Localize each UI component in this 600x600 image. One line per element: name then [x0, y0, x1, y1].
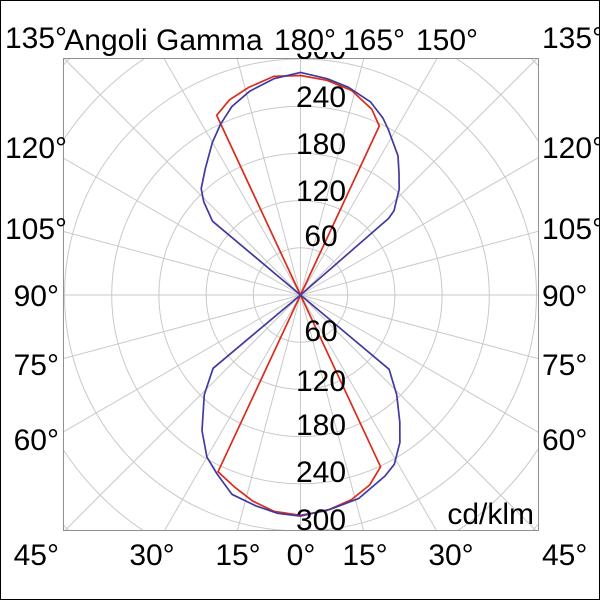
- angle-label-left-105: 105°: [5, 213, 68, 246]
- angle-label-left-120: 120°: [5, 132, 68, 165]
- ring-label-top-300-clipped: 300: [295, 52, 347, 59]
- ring-label-upper-240: 240: [295, 81, 347, 114]
- ring-label-upper-120: 120: [295, 175, 347, 208]
- curve-red: [215, 74, 382, 517]
- angle-label-left-45: 45°: [13, 539, 59, 572]
- angle-label-bottom-30L: 30°: [129, 539, 175, 572]
- ring-label-lower-180: 180: [295, 409, 347, 442]
- angle-label-right-45: 45°: [542, 539, 588, 572]
- ring-label-lower-120: 120: [295, 365, 347, 398]
- unit-label: cd/klm: [447, 498, 534, 531]
- intensity-curves: [200, 71, 401, 517]
- angle-label-bottom-30R: 30°: [428, 539, 474, 572]
- angle-label-left-75: 75°: [13, 349, 59, 382]
- angle-label-top-180: 180°: [273, 24, 337, 57]
- angle-label-top-165: 165°: [342, 24, 406, 57]
- angle-label-bottom-15L: 15°: [215, 539, 261, 572]
- angle-label-left-60: 60°: [13, 424, 59, 457]
- angle-label-bottom-15R: 15°: [342, 539, 388, 572]
- ring-label-lower-60: 60: [304, 315, 338, 348]
- chart-title: Angoli Gamma: [64, 24, 263, 57]
- ring-label-upper-180: 180: [295, 128, 347, 161]
- angle-label-bottom-0: 0°: [286, 539, 316, 572]
- ring-label-lower-300: 300: [295, 504, 347, 537]
- plot-border: [63, 58, 539, 531]
- angle-label-right-60: 60°: [542, 424, 588, 457]
- curve-blue: [200, 71, 401, 517]
- angle-label-top-150: 150°: [415, 24, 479, 57]
- angle-label-right-120: 120°: [542, 132, 600, 165]
- angle-label-left-135: 135°: [5, 22, 68, 55]
- angle-label-right-105: 105°: [542, 213, 600, 246]
- ring-label-lower-240: 240: [295, 456, 347, 489]
- angle-label-left-90: 90°: [13, 280, 59, 313]
- angle-label-right-135: 135°: [542, 22, 600, 55]
- angle-label-right-90: 90°: [542, 280, 588, 313]
- angle-label-right-75: 75°: [542, 349, 588, 382]
- ring-label-upper-60: 60: [304, 220, 338, 253]
